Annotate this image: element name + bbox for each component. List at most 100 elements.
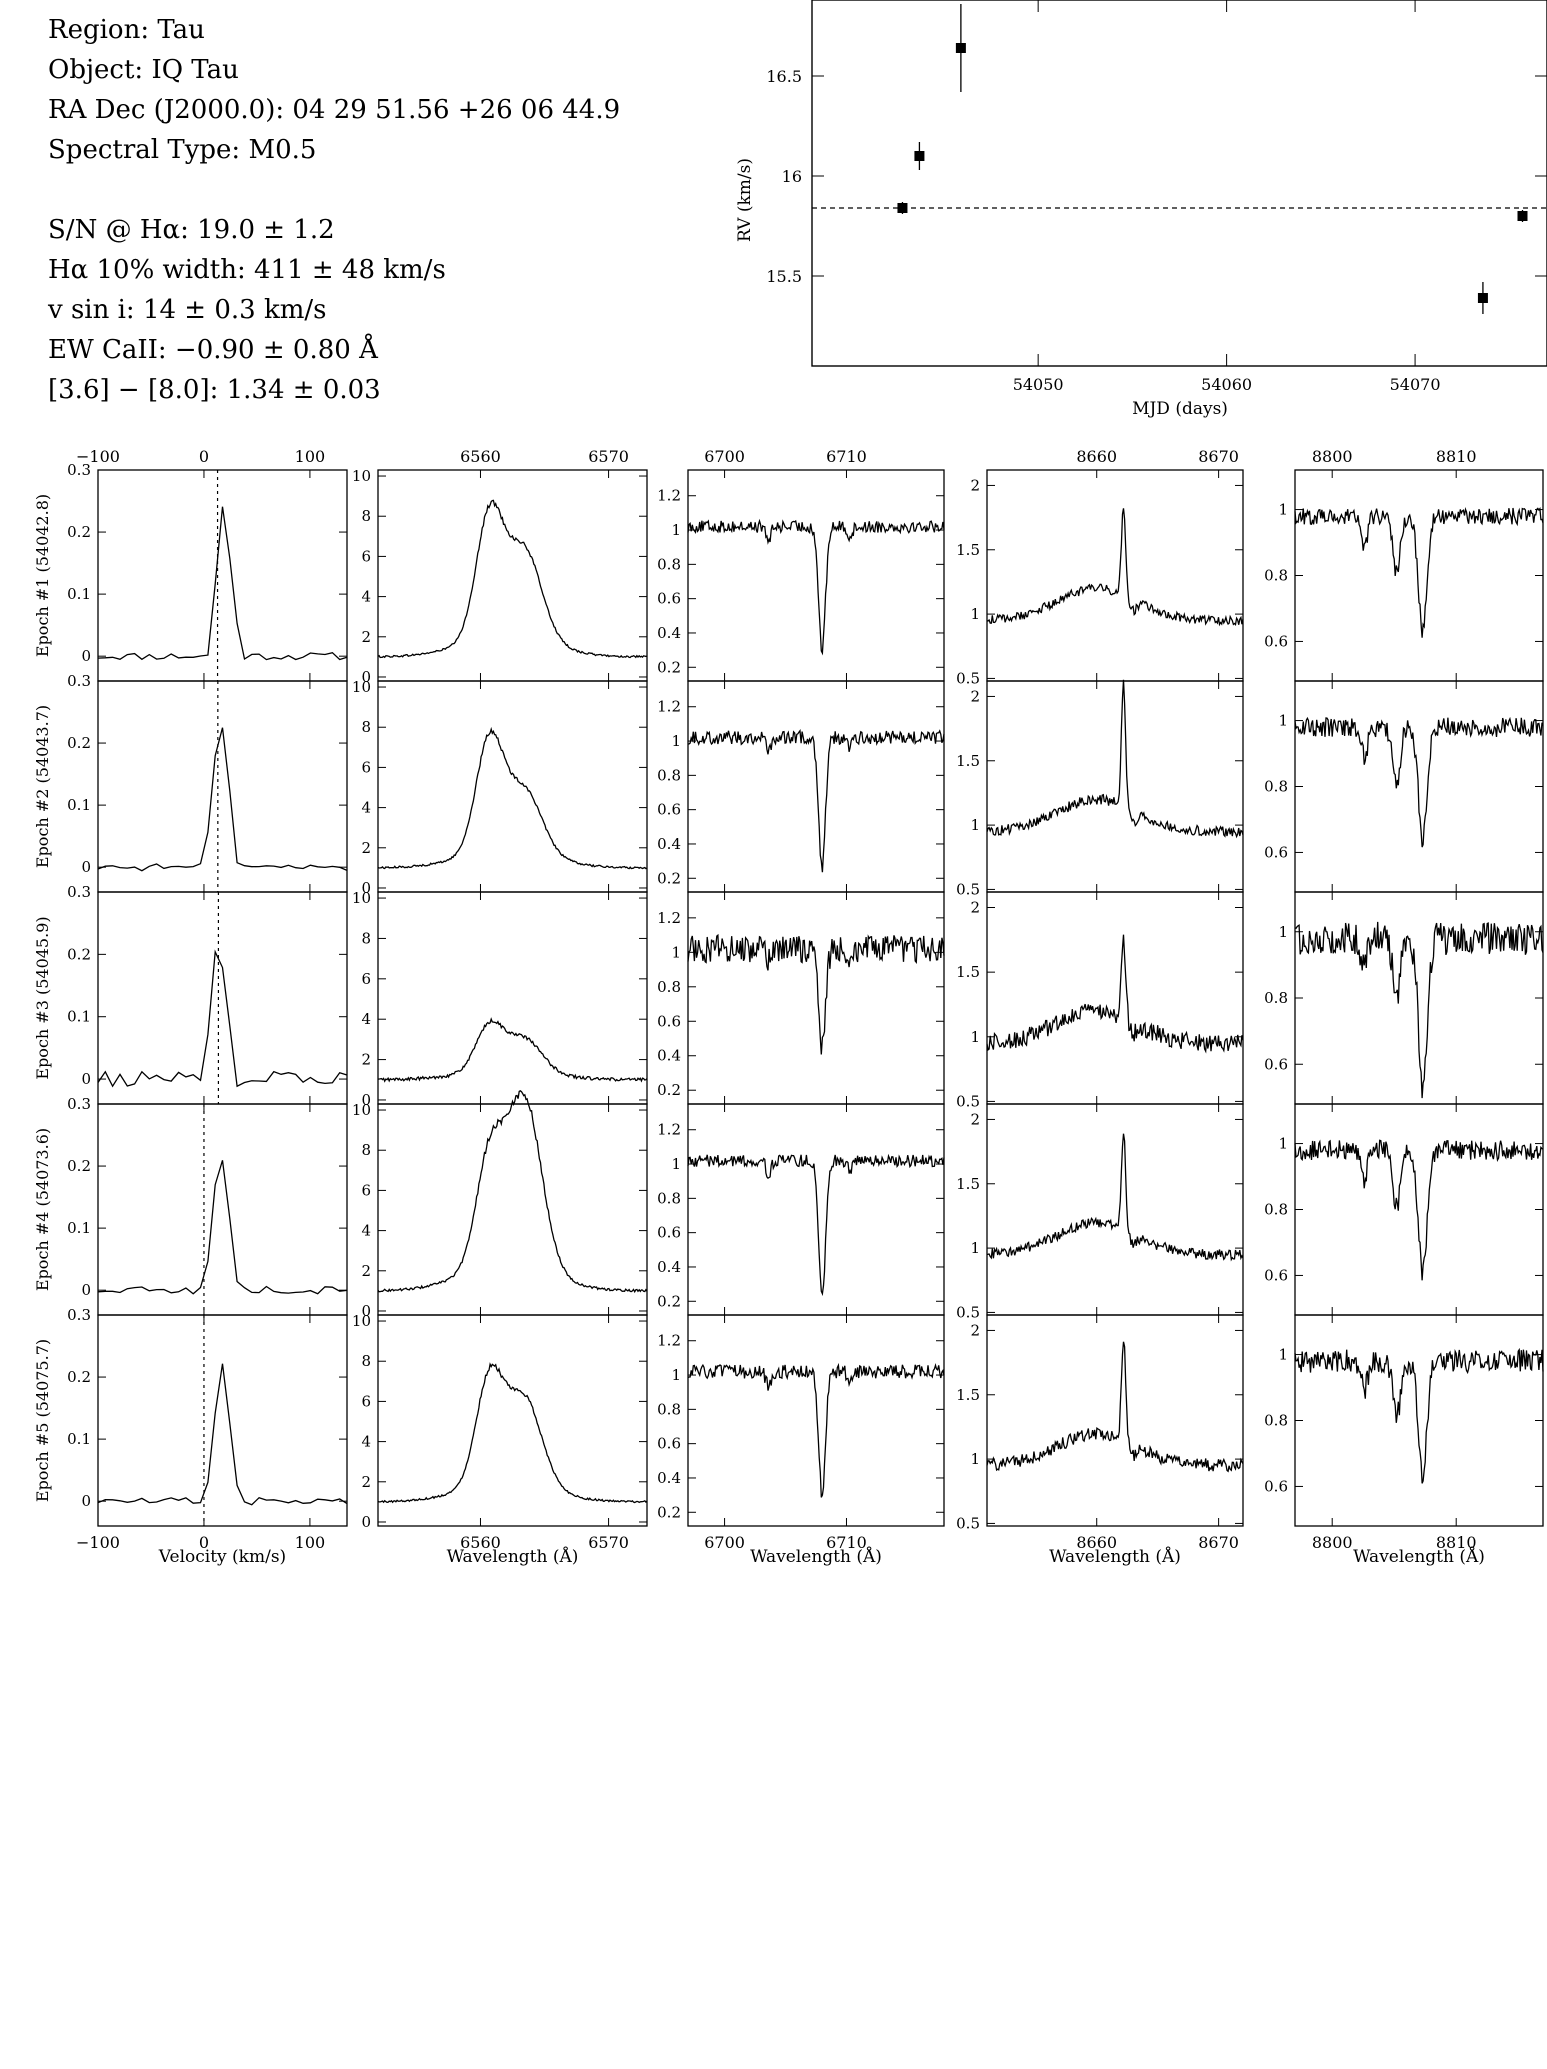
- spectrum-y-tick-label: 1.5: [956, 1175, 980, 1193]
- rv-data-point: [955, 43, 966, 53]
- spectrum-line: [377, 726, 648, 870]
- spectrum-y-tick-label: 1.2: [657, 909, 681, 927]
- spectrum-line: [1294, 506, 1544, 638]
- spectrum-line: [1294, 1139, 1544, 1281]
- spectrum-line: [687, 518, 945, 656]
- spectrum-y-tick-label: 1: [671, 521, 681, 539]
- vsini-label: v sin i: 14 ± 0.3 km/s: [48, 295, 327, 325]
- rv-y-tick-label: 16.5: [766, 67, 802, 86]
- spectrum-y-tick-label: 0.4: [657, 1469, 681, 1487]
- spectrum-line: [687, 729, 945, 873]
- spectrum-panel-frame: [97, 891, 348, 1105]
- spectrum-y-tick-label: 6: [361, 1181, 371, 1199]
- spectrum-y-tick-label: 2: [970, 1321, 980, 1339]
- spectrum-panel-frame: [986, 1103, 1244, 1316]
- spectrum-line: [377, 499, 648, 659]
- spectrum-top-tick-label: 0: [199, 447, 209, 466]
- spectrum-y-tick-label: 0.5: [956, 880, 980, 898]
- rv-data-point: [1517, 211, 1528, 221]
- spectrum-bottom-tick-label: 8670: [1198, 1533, 1239, 1552]
- spectrum-y-tick-label: 0.3: [67, 461, 91, 479]
- rv-data-point: [914, 151, 925, 161]
- spectrum-y-tick-label: 0: [361, 1302, 371, 1320]
- spectrum-y-tick-label: 1.5: [956, 1386, 980, 1404]
- spectrum-y-tick-label: 0.6: [1264, 632, 1288, 650]
- spectrum-panel-frame: [687, 1314, 945, 1527]
- spectrum-y-tick-label: 2: [970, 687, 980, 705]
- spectrum-y-tick-label: 0.8: [657, 766, 681, 784]
- spectrum-line: [687, 933, 945, 1055]
- rv-x-tick-label: 54070: [1390, 375, 1441, 394]
- spectrum-panel-frame: [377, 469, 648, 682]
- spectrum-y-tick-label: 0: [81, 1281, 91, 1299]
- spectrum-y-tick-label: 0.2: [657, 1081, 681, 1099]
- spectrum-bottom-tick-label: 100: [295, 1533, 326, 1552]
- spectrum-line: [1294, 1347, 1544, 1484]
- spectrum-y-tick-label: 0.5: [956, 1092, 980, 1110]
- spectrum-top-tick-label: 6710: [826, 447, 867, 466]
- spectrum-y-tick-label: 0.4: [657, 835, 681, 853]
- spectrum-y-tick-label: 0.6: [1264, 1477, 1288, 1495]
- spectrum-panel-frame: [986, 891, 1244, 1105]
- spectrum-y-tick-label: 0.1: [67, 1008, 91, 1026]
- spectrum-panel-frame: [1294, 891, 1544, 1105]
- epoch-label: Epoch #4 (54073.6): [33, 1128, 52, 1291]
- sn-label: S/N @ Hα: 19.0 ± 1.2: [48, 215, 335, 245]
- spectrum-y-tick-label: 8: [361, 718, 371, 736]
- spectrum-line: [377, 1362, 648, 1504]
- spectrum-top-tick-label: 8800: [1312, 447, 1353, 466]
- spectrum-panel-frame: [986, 469, 1244, 682]
- spectrum-y-tick-label: 1: [671, 732, 681, 750]
- epoch-label: Epoch #2 (54043.7): [33, 705, 52, 868]
- spectrum-y-tick-label: 0.6: [1264, 843, 1288, 861]
- spectrum-y-tick-label: 1.5: [956, 963, 980, 981]
- spectrum-y-tick-label: 8: [361, 1352, 371, 1370]
- spectrum-bottom-tick-label: 6700: [704, 1533, 745, 1552]
- spectrum-y-tick-label: 1: [970, 1028, 980, 1046]
- epoch-label: Epoch #3 (54045.9): [33, 916, 52, 1079]
- spectrum-panel-frame: [377, 1103, 648, 1316]
- spectrum-y-tick-label: 1: [1278, 501, 1288, 519]
- spectrum-x-axis-label: Wavelength (Å): [447, 1546, 579, 1567]
- rv-x-tick-label: 54060: [1201, 375, 1252, 394]
- spectrum-y-tick-label: 0.8: [1264, 567, 1288, 585]
- spectrum-y-tick-label: 0.8: [1264, 778, 1288, 796]
- spectrum-bottom-tick-label: −100: [76, 1533, 120, 1552]
- spectrum-y-tick-label: 1: [970, 1239, 980, 1257]
- spectrum-panel-frame: [1294, 680, 1544, 893]
- spectrum-line: [97, 506, 348, 661]
- spectrum-y-tick-label: 10: [352, 889, 371, 907]
- spectrum-y-tick-label: 4: [361, 1433, 371, 1451]
- rv-x-tick-label: 54050: [1013, 375, 1064, 394]
- spectrum-top-tick-label: 6570: [588, 447, 629, 466]
- spectrum-y-tick-label: 2: [970, 899, 980, 917]
- spectrum-y-tick-label: 0: [81, 858, 91, 876]
- spectrum-y-tick-label: 2: [361, 628, 371, 646]
- region-label: Region: Tau: [48, 15, 205, 45]
- spectrum-y-tick-label: 0.3: [67, 672, 91, 690]
- spectrum-y-tick-label: 0.2: [67, 1157, 91, 1175]
- spectrum-y-tick-label: 10: [352, 678, 371, 696]
- spectrum-y-tick-label: 6: [361, 1392, 371, 1410]
- spectrum-line: [377, 1090, 648, 1294]
- spectrum-line: [377, 1017, 648, 1083]
- spectrum-top-tick-label: 8660: [1076, 447, 1117, 466]
- spectrum-y-tick-label: 1: [1278, 712, 1288, 730]
- spectrum-line: [986, 679, 1244, 839]
- spectrum-bottom-tick-label: 6560: [460, 1533, 501, 1552]
- spectrum-y-tick-label: 2: [970, 1110, 980, 1128]
- spectrum-bottom-tick-label: 8800: [1312, 1533, 1353, 1552]
- spectrum-y-tick-label: 0.4: [657, 1258, 681, 1276]
- spectrum-y-tick-label: 0.2: [657, 1503, 681, 1521]
- spectrum-y-tick-label: 0.2: [67, 734, 91, 752]
- spectrum-top-tick-label: 6700: [704, 447, 745, 466]
- spectrum-y-tick-label: 4: [361, 1222, 371, 1240]
- spectrum-panel-frame: [97, 469, 348, 682]
- spectrum-y-tick-label: 0: [81, 1492, 91, 1510]
- spectrum-y-tick-label: 0.2: [67, 523, 91, 541]
- spectrum-line: [986, 1133, 1244, 1262]
- spectrum-line: [1294, 921, 1544, 1099]
- spectrum-top-tick-label: 100: [295, 447, 326, 466]
- spectrum-y-tick-label: 1: [1278, 923, 1288, 941]
